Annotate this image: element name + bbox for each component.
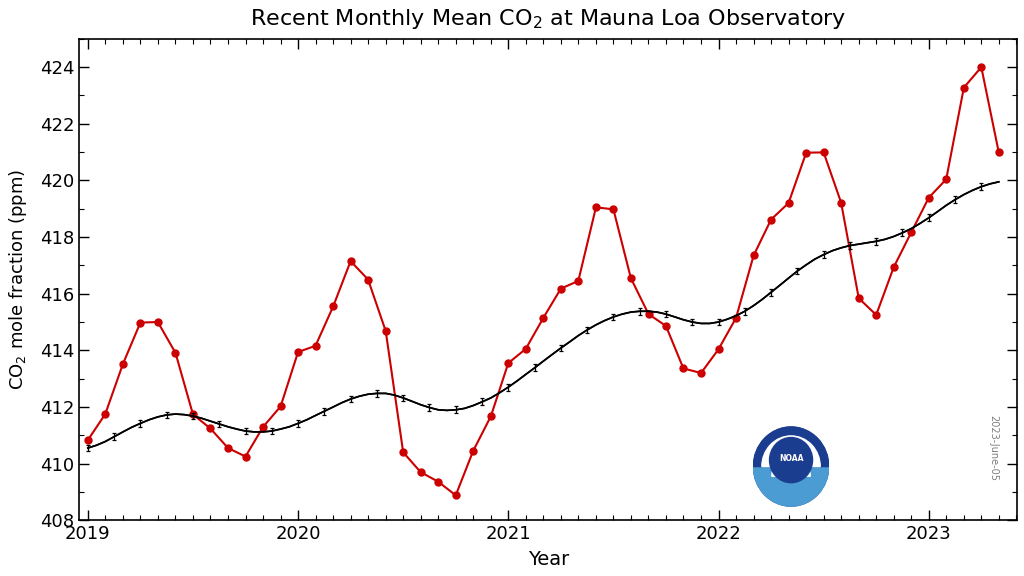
Wedge shape xyxy=(754,427,828,467)
Wedge shape xyxy=(754,467,828,506)
Wedge shape xyxy=(762,436,820,467)
Title: Recent Monthly Mean CO$_2$ at Mauna Loa Observatory: Recent Monthly Mean CO$_2$ at Mauna Loa … xyxy=(250,7,847,31)
Text: NOAA: NOAA xyxy=(779,454,803,463)
Circle shape xyxy=(770,438,813,483)
Y-axis label: CO$_2$ mole fraction (ppm): CO$_2$ mole fraction (ppm) xyxy=(7,169,29,390)
X-axis label: Year: Year xyxy=(527,550,569,569)
Wedge shape xyxy=(772,456,810,476)
Text: 2023-June-05: 2023-June-05 xyxy=(988,415,998,481)
Circle shape xyxy=(754,427,828,506)
